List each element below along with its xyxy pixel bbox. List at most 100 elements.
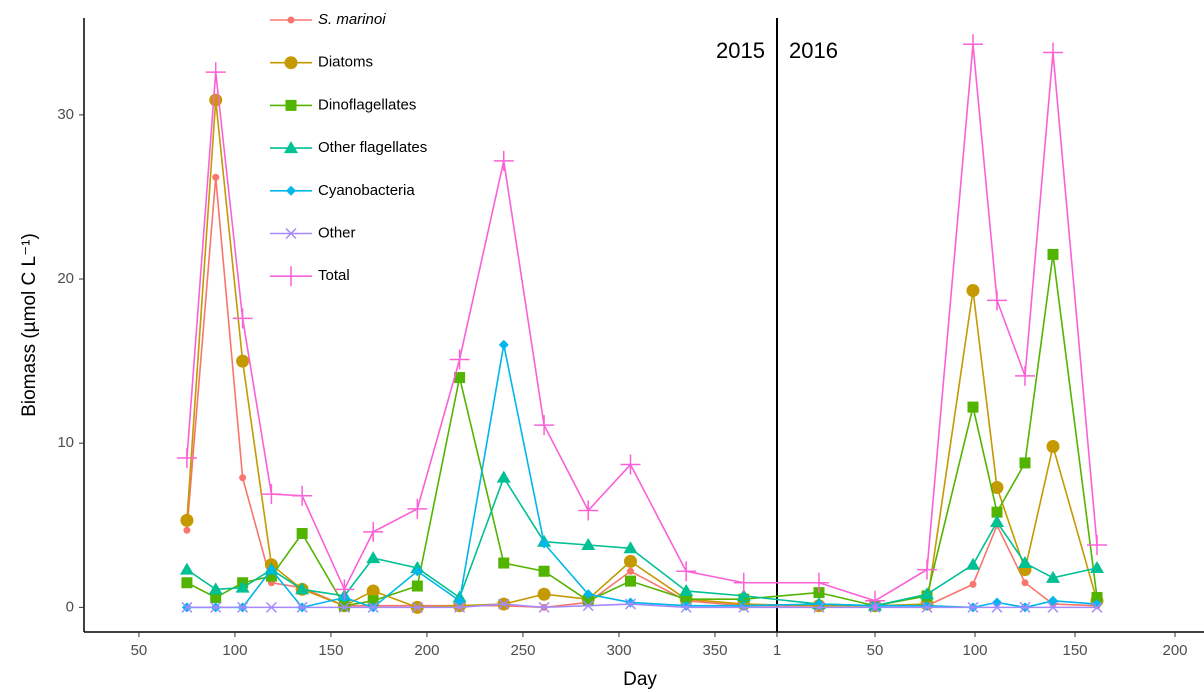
x-tick-label: 200 (1162, 642, 1187, 659)
marker (411, 601, 423, 613)
marker (1048, 595, 1058, 606)
legend-label: Total (318, 267, 350, 284)
legend-marker (284, 141, 298, 154)
year-label: 2015 (716, 38, 765, 63)
marker (680, 593, 692, 605)
marker (921, 601, 933, 613)
marker (292, 485, 313, 506)
x-axis-title: Day (623, 669, 657, 690)
x-tick-label: 250 (510, 642, 535, 659)
marker (922, 600, 932, 611)
marker (1047, 601, 1059, 613)
x-tick-label: 50 (131, 642, 148, 659)
series (179, 470, 751, 603)
marker (966, 557, 980, 570)
marker (367, 601, 379, 613)
marker (454, 601, 466, 613)
legend-marker (285, 99, 297, 111)
marker (582, 595, 594, 607)
x-tick-label: 50 (867, 642, 884, 659)
legend-marker (287, 16, 295, 24)
marker (624, 598, 637, 610)
marker (1091, 592, 1103, 604)
series (812, 284, 1104, 613)
marker (967, 601, 979, 613)
marker (967, 401, 979, 413)
marker (412, 566, 423, 577)
marker (917, 559, 937, 580)
marker (180, 513, 194, 527)
marker (992, 597, 1002, 608)
marker (578, 500, 599, 521)
marker (625, 597, 636, 608)
series (813, 601, 1103, 613)
marker (237, 601, 249, 613)
marker (498, 598, 510, 610)
legend-marker (284, 56, 298, 70)
marker (1087, 534, 1107, 555)
marker (210, 592, 222, 604)
marker (991, 601, 1003, 613)
marker (1046, 439, 1060, 453)
marker (1046, 570, 1060, 583)
marker (966, 284, 980, 298)
marker (236, 354, 250, 368)
series-line (819, 523, 1098, 607)
series-line (186, 100, 744, 609)
series-line (186, 72, 744, 592)
marker (990, 481, 1004, 495)
y-tick-label: 30 (57, 106, 74, 123)
x-tick-label: 1 (773, 642, 781, 659)
marker (367, 595, 379, 607)
marker (498, 557, 510, 569)
marker (680, 601, 692, 613)
series-line (818, 600, 1098, 609)
marker (1043, 42, 1063, 63)
marker (210, 601, 222, 613)
x-tick-label: 150 (318, 642, 343, 659)
series-line (186, 177, 744, 609)
marker (296, 601, 308, 613)
marker (338, 600, 350, 612)
legend-label: Other (318, 224, 356, 241)
marker (209, 93, 223, 107)
marker (991, 506, 1003, 518)
y-tick-label: 0 (66, 598, 74, 615)
marker (454, 372, 466, 384)
marker (538, 601, 550, 613)
x-tick-label: 300 (606, 642, 631, 659)
legend-marker (281, 266, 301, 287)
marker (623, 554, 637, 568)
series (176, 62, 754, 600)
series-line (818, 520, 1098, 607)
x-tick-label: 200 (414, 642, 439, 659)
x-tick-label: 100 (962, 642, 987, 659)
marker (676, 561, 697, 582)
marker (1018, 556, 1032, 569)
series-line (818, 44, 1098, 602)
marker (366, 551, 381, 564)
marker (265, 601, 277, 613)
marker (449, 349, 470, 370)
legend-marker (286, 185, 296, 196)
series (181, 372, 750, 612)
marker (581, 537, 596, 550)
x-tick-label: 150 (1062, 642, 1087, 659)
marker (990, 515, 1004, 528)
marker (1015, 365, 1035, 386)
legend-label: S. marinoi (318, 11, 386, 28)
series (809, 34, 1107, 611)
marker (498, 339, 509, 350)
series-connector (743, 603, 820, 607)
marker (181, 577, 193, 589)
x-tick-label: 100 (222, 642, 247, 659)
marker (537, 587, 551, 601)
year-label: 2016 (789, 38, 838, 63)
y-tick-label: 20 (57, 270, 74, 287)
marker (681, 600, 692, 611)
series-line (818, 254, 1098, 607)
marker (208, 582, 223, 595)
marker (235, 580, 250, 593)
marker (987, 290, 1007, 311)
